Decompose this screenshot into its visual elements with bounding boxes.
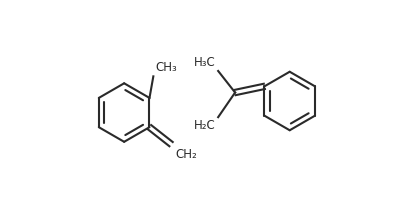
Text: CH₂: CH₂ [175, 148, 197, 161]
Text: H₃C: H₃C [194, 56, 216, 69]
Text: H₂C: H₂C [194, 119, 216, 132]
Text: CH₃: CH₃ [156, 61, 177, 74]
